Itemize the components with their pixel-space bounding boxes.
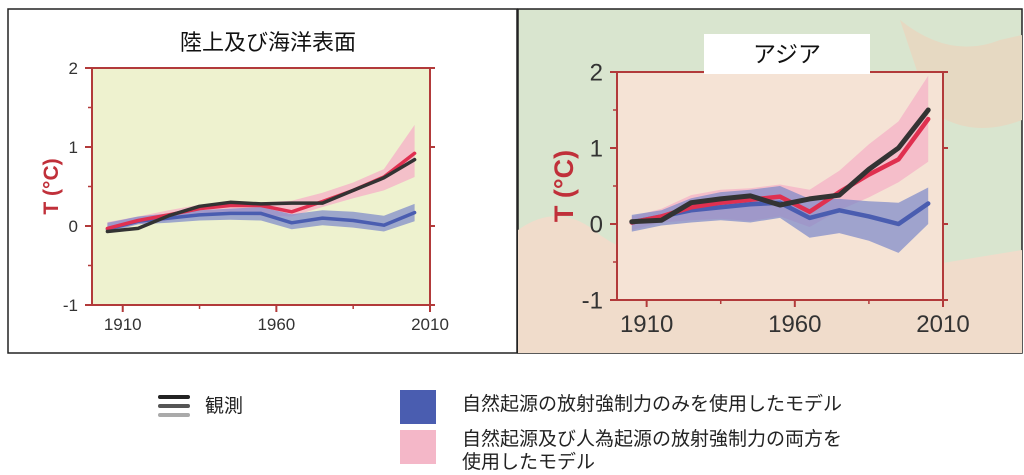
y-axis-label: T (°C) (40, 158, 63, 214)
x-tick-label: 2010 (411, 315, 449, 334)
y-tick-label: 0 (590, 212, 603, 239)
y-tick-label: -1 (582, 288, 603, 315)
band-all-forcings (631, 75, 929, 231)
legend-both-swatch (400, 430, 436, 464)
x-tick-label: 1910 (620, 311, 673, 338)
y-tick-label: 2 (69, 59, 78, 78)
x-tick-label: 1960 (768, 311, 821, 338)
y-tick-label: 1 (590, 136, 603, 163)
legend-both-label-line2: 使用したモデル (462, 451, 596, 473)
series-line-observed (629, 107, 931, 225)
band-natural-forcings (107, 203, 415, 233)
title-box (704, 34, 870, 74)
legend-observed-label: 観測 (205, 395, 244, 417)
x-tick-label: 2010 (916, 311, 969, 338)
legend-observed-swatch (158, 393, 190, 419)
legend-observed-line (158, 395, 190, 399)
chart-title: アジア (753, 42, 821, 68)
x-tick-label: 1960 (257, 315, 295, 334)
legend-natural-label: 自然起源の放射強制力のみを使用したモデル (462, 393, 843, 415)
charts-canvas: -1 0 1 2 1910 1960 2010 T (°C) 陸上及び海洋表面 -1 0 1 2 191… (7, 8, 1023, 354)
y-tick-label: 1 (69, 138, 78, 157)
legend-both-label-line1: 自然起源及び人為起源の放射強制力の両方を (462, 428, 843, 450)
y-tick-label: -1 (63, 296, 78, 315)
x-tick-label: 1910 (104, 315, 142, 334)
y-tick-label: 2 (590, 60, 603, 87)
chart-left: -1 0 1 2 1910 1960 2010 T (°C) 陸上及び海洋表面 (40, 31, 449, 334)
chart-right: -1 0 1 2 1910 1960 2010 T (°C) アジア (549, 34, 970, 338)
legend-observed-line (158, 404, 190, 408)
legend-natural-swatch (400, 390, 436, 424)
y-tick-label: 0 (69, 217, 78, 236)
legend-observed-line (158, 413, 190, 417)
y-axis-label: T (°C) (549, 150, 579, 222)
chart-title: 陸上及び海洋表面 (180, 31, 356, 56)
series-line-observed (105, 157, 417, 234)
